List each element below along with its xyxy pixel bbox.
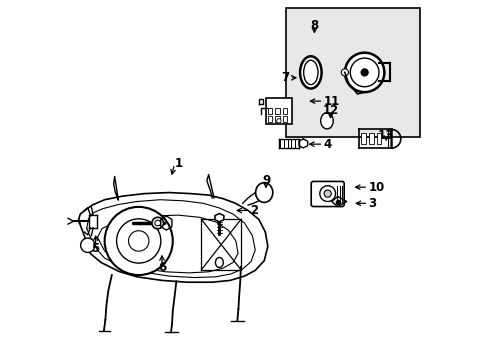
Bar <box>376 133 381 144</box>
Bar <box>275 108 279 114</box>
Circle shape <box>360 69 367 76</box>
Text: 12: 12 <box>322 104 338 117</box>
Text: 3: 3 <box>367 197 376 210</box>
Text: 10: 10 <box>367 181 384 194</box>
Bar <box>282 108 286 114</box>
Bar <box>275 116 279 122</box>
Circle shape <box>116 219 161 263</box>
Bar <box>267 116 272 122</box>
Text: 1: 1 <box>174 157 183 170</box>
Ellipse shape <box>255 183 272 202</box>
Bar <box>282 116 286 122</box>
Bar <box>285 8 419 137</box>
Circle shape <box>152 217 163 229</box>
Text: 8: 8 <box>310 19 318 32</box>
Bar <box>267 108 272 114</box>
Ellipse shape <box>320 113 333 129</box>
Text: 13: 13 <box>377 129 393 142</box>
Circle shape <box>324 190 330 197</box>
Circle shape <box>319 186 335 202</box>
Polygon shape <box>215 213 224 222</box>
Circle shape <box>276 119 281 123</box>
Circle shape <box>128 231 149 251</box>
Ellipse shape <box>303 60 317 85</box>
Text: 7: 7 <box>281 71 289 84</box>
Text: 9: 9 <box>262 174 269 186</box>
Bar <box>368 133 373 144</box>
Text: 11: 11 <box>323 95 339 108</box>
Circle shape <box>104 207 172 275</box>
Text: 5: 5 <box>91 242 100 255</box>
Bar <box>361 133 365 144</box>
Text: 2: 2 <box>249 204 258 217</box>
Circle shape <box>349 58 378 87</box>
Text: 6: 6 <box>158 261 166 274</box>
FancyBboxPatch shape <box>310 181 344 207</box>
Circle shape <box>81 238 95 252</box>
Ellipse shape <box>300 56 321 89</box>
Circle shape <box>341 69 348 76</box>
Circle shape <box>155 220 160 226</box>
Circle shape <box>344 53 384 92</box>
FancyBboxPatch shape <box>265 98 291 124</box>
Ellipse shape <box>215 257 223 267</box>
Text: 4: 4 <box>323 138 331 150</box>
